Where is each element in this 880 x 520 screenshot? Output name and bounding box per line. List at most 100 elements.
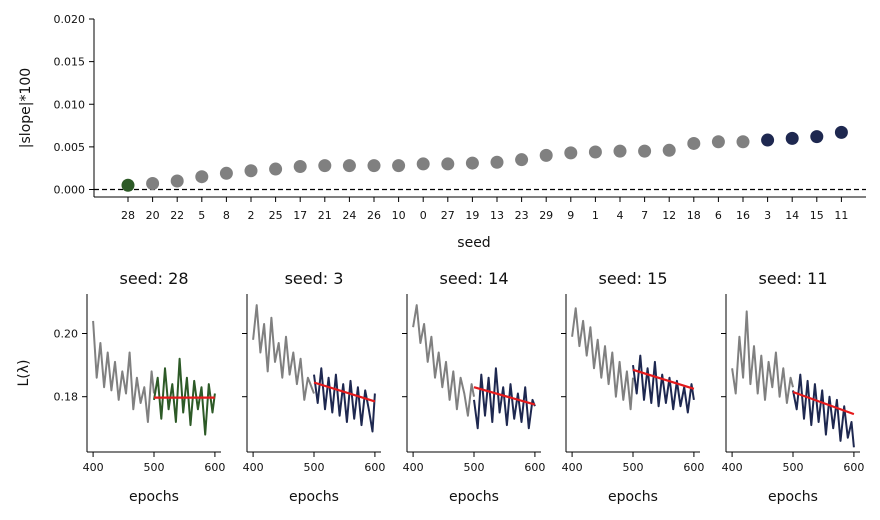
data-point-seed-28 xyxy=(121,178,135,192)
panel-x-tick-label: 500 xyxy=(623,461,644,474)
panel-title: seed: 11 xyxy=(758,269,827,288)
series-before xyxy=(731,310,794,404)
data-point-seed-24 xyxy=(342,159,356,173)
x-tick-label: 10 xyxy=(392,209,406,222)
series-fit xyxy=(632,368,695,390)
panel-x-tick-label: 600 xyxy=(524,461,545,474)
data-point-seed-27 xyxy=(441,157,455,171)
x-tick-label: 3 xyxy=(764,209,771,222)
panel-x-tick-label: 600 xyxy=(204,461,225,474)
x-tick-label: 23 xyxy=(515,209,529,222)
data-point-seed-22 xyxy=(170,174,184,188)
x-tick-label: 13 xyxy=(490,209,504,222)
x-tick-label: 9 xyxy=(567,209,574,222)
x-tick-label: 7 xyxy=(641,209,648,222)
panel-x-tick-label: 400 xyxy=(243,461,264,474)
data-point-seed-12 xyxy=(662,143,676,157)
panel-title: seed: 15 xyxy=(598,269,667,288)
panel-title: seed: 14 xyxy=(439,269,508,288)
panel-x-tick-label: 500 xyxy=(144,461,165,474)
x-tick-label: 2 xyxy=(248,209,255,222)
panel-x-axis-label: epochs xyxy=(608,489,658,505)
x-tick-label: 22 xyxy=(170,209,184,222)
panel-x-axis-label: epochs xyxy=(449,489,499,505)
x-tick-label: 25 xyxy=(269,209,283,222)
series-fit xyxy=(792,390,855,416)
x-tick-label: 29 xyxy=(539,209,553,222)
series-after xyxy=(632,354,695,414)
panel-seed-11: 400 500 600 seed: 11 epochs xyxy=(721,269,864,505)
y-tick-label: 0.015 xyxy=(54,56,86,69)
y-tick-label: 0.020 xyxy=(54,13,86,26)
panel-seed-28: 0.18 0.20 400 500 600 seed: 28 epochs L(λ) xyxy=(16,269,225,505)
x-axis-label: seed xyxy=(457,235,490,251)
panel-y-tick-label: 0.18 xyxy=(54,391,79,404)
data-point-seed-9 xyxy=(564,146,578,160)
panel-x-axis-label: epochs xyxy=(129,489,179,505)
panel-x-tick-label: 500 xyxy=(304,461,325,474)
panel-x-tick-label: 600 xyxy=(364,461,385,474)
x-tick-label: 16 xyxy=(736,209,750,222)
series-before xyxy=(571,307,634,411)
y-tick-label: 0.005 xyxy=(54,141,86,154)
series-before xyxy=(92,320,155,423)
data-point-seed-0 xyxy=(416,157,430,171)
panel-x-tick-label: 400 xyxy=(562,461,583,474)
series-after xyxy=(153,357,216,436)
panel-x-tick-label: 500 xyxy=(783,461,804,474)
panel-y-tick-label: 0.20 xyxy=(54,328,79,341)
panel-seed-3: 400 500 600 seed: 3 epochs xyxy=(242,269,385,505)
panel-x-tick-label: 400 xyxy=(83,461,104,474)
panel-x-tick-label: 400 xyxy=(403,461,424,474)
x-tick-label: 19 xyxy=(465,209,479,222)
data-point-seed-14 xyxy=(785,131,799,145)
panel-seed-14: 400 500 600 seed: 14 epochs xyxy=(402,269,545,505)
series-before xyxy=(412,304,475,417)
data-point-seed-5 xyxy=(195,170,209,184)
data-point-seed-15 xyxy=(810,130,824,144)
x-tick-label: 15 xyxy=(810,209,824,222)
panel-x-axis-label: epochs xyxy=(768,489,818,505)
data-point-seed-6 xyxy=(711,135,725,149)
data-point-seed-3 xyxy=(761,133,775,147)
x-tick-label: 18 xyxy=(687,209,701,222)
x-tick-label: 20 xyxy=(146,209,160,222)
x-tick-label: 12 xyxy=(662,209,676,222)
data-point-seed-19 xyxy=(465,156,479,170)
series-fit xyxy=(313,381,376,403)
data-point-seed-18 xyxy=(687,136,701,150)
x-tick-label: 8 xyxy=(223,209,230,222)
x-tick-label: 11 xyxy=(834,209,848,222)
x-tick-label: 6 xyxy=(715,209,722,222)
panel-x-tick-label: 500 xyxy=(464,461,485,474)
x-tick-label: 17 xyxy=(293,209,307,222)
x-tick-label: 4 xyxy=(617,209,624,222)
panel-title: seed: 3 xyxy=(285,269,344,288)
data-point-seed-16 xyxy=(736,135,750,149)
y-tick-label: 0.010 xyxy=(54,98,86,111)
panel-x-axis-label: epochs xyxy=(289,489,339,505)
data-point-seed-10 xyxy=(392,159,406,173)
series-fit xyxy=(473,386,536,406)
x-tick-label: 28 xyxy=(121,209,135,222)
x-tick-label: 0 xyxy=(420,209,427,222)
y-axis-label: |slope|*100 xyxy=(18,68,34,148)
data-point-seed-7 xyxy=(638,144,652,158)
panel-x-tick-label: 600 xyxy=(843,461,864,474)
data-point-seed-29 xyxy=(539,148,553,162)
x-tick-label: 26 xyxy=(367,209,381,222)
data-point-seed-2 xyxy=(244,164,258,178)
panel-x-tick-label: 600 xyxy=(683,461,704,474)
data-point-seed-1 xyxy=(588,145,602,159)
x-tick-label: 14 xyxy=(785,209,799,222)
series-after xyxy=(473,367,536,430)
x-tick-label: 1 xyxy=(592,209,599,222)
x-tick-label: 5 xyxy=(198,209,205,222)
panel-x-tick-label: 400 xyxy=(722,461,743,474)
data-point-seed-11 xyxy=(834,125,848,139)
data-point-seed-8 xyxy=(219,166,233,180)
x-tick-label: 27 xyxy=(441,209,455,222)
panel-y-axis-label: L(λ) xyxy=(16,359,32,386)
